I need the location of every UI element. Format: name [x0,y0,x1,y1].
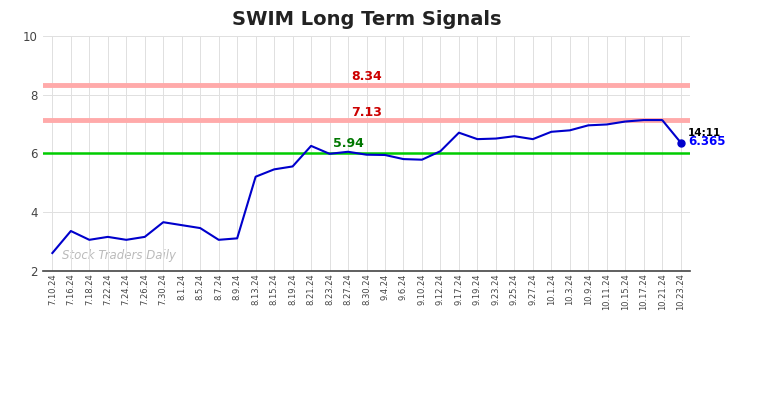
Text: 8.34: 8.34 [351,70,382,83]
Text: 14:11: 14:11 [688,128,721,138]
Text: 5.94: 5.94 [332,137,364,150]
Text: Stock Traders Daily: Stock Traders Daily [62,250,176,262]
Title: SWIM Long Term Signals: SWIM Long Term Signals [232,10,501,29]
Text: 6.365: 6.365 [688,135,725,148]
Point [674,139,687,146]
Text: 7.13: 7.13 [351,105,382,119]
